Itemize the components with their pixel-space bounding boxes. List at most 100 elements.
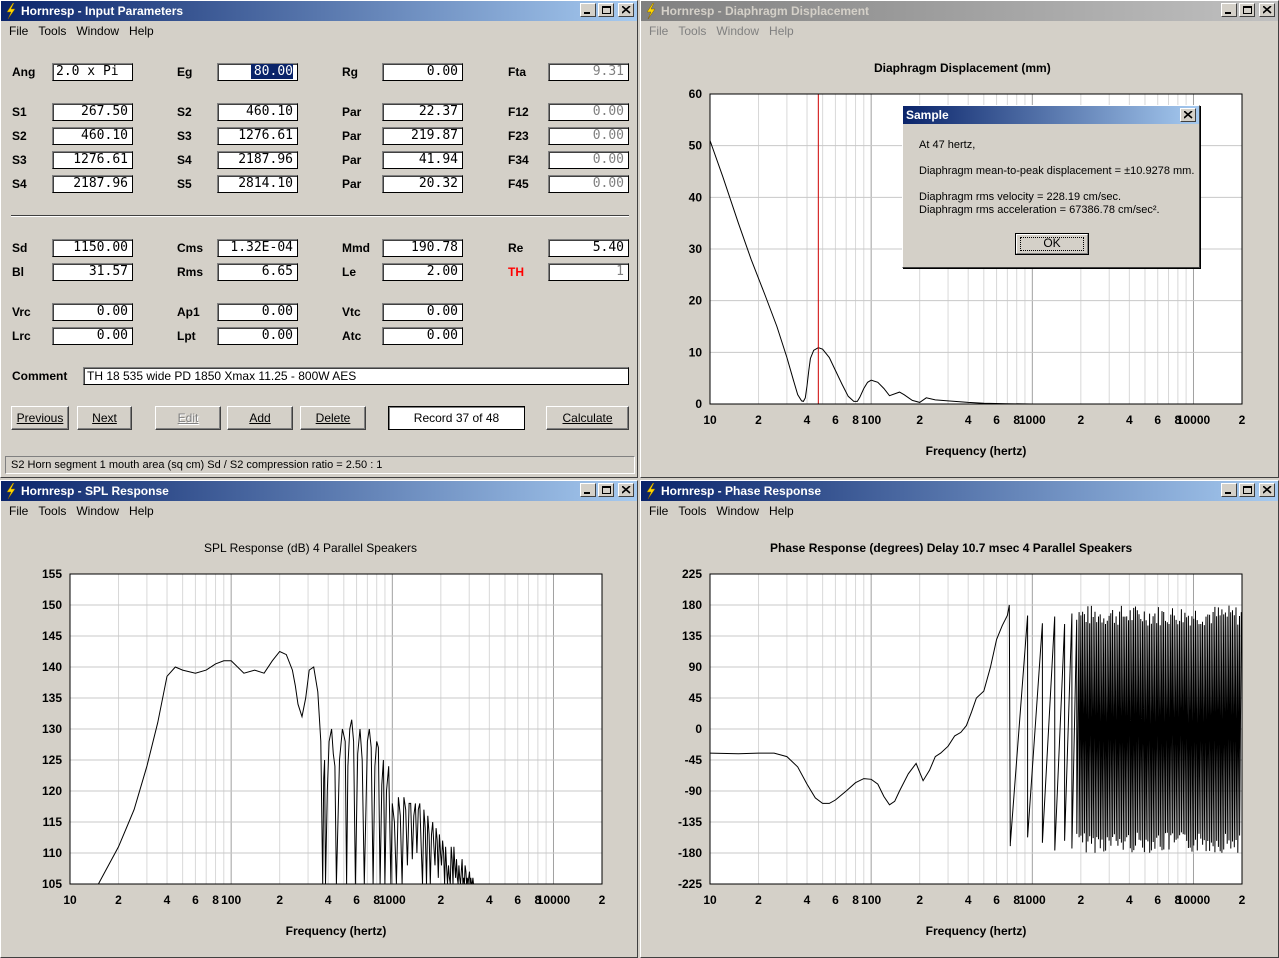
- delete-button[interactable]: Delete: [300, 406, 366, 430]
- param-field-s4[interactable]: 2187.96: [217, 151, 298, 169]
- param-field-mmd[interactable]: 190.78: [382, 239, 463, 257]
- param-field-par[interactable]: 22.37: [382, 103, 463, 121]
- param-field-f12[interactable]: 0.00: [548, 103, 629, 121]
- param-field-rg[interactable]: 0.00: [382, 63, 463, 81]
- minimize-button[interactable]: [1221, 483, 1237, 497]
- y-tick-label: -45: [685, 753, 703, 767]
- ok-button[interactable]: OK: [1015, 233, 1089, 255]
- delete-label: Delete: [315, 411, 351, 425]
- menu-tools[interactable]: Tools: [678, 24, 707, 38]
- next-button[interactable]: Next: [77, 406, 132, 430]
- menu-window[interactable]: Window: [716, 504, 760, 518]
- param-value: 1: [616, 264, 624, 279]
- param-field-par[interactable]: 219.87: [382, 127, 463, 145]
- x-tick-label: 2: [916, 413, 923, 427]
- param-field-bl[interactable]: 31.57: [52, 263, 133, 281]
- phase-window-titlebar[interactable]: Hornresp - Phase Response: [641, 481, 1278, 501]
- record-indicator: Record 37 of 48: [388, 406, 525, 430]
- dialog-line-acceleration: Diaphragm rms acceleration = 67386.78 cm…: [919, 204, 1160, 216]
- param-field-f23[interactable]: 0.00: [548, 127, 629, 145]
- minimize-button[interactable]: [580, 3, 596, 17]
- close-button[interactable]: [618, 3, 634, 17]
- menu-file[interactable]: File: [9, 24, 29, 38]
- param-field-sd[interactable]: 1150.00: [52, 239, 133, 257]
- minimize-button[interactable]: [1221, 3, 1237, 17]
- dialog-line-velocity: Diaphragm rms velocity = 228.19 cm/sec.: [919, 191, 1122, 203]
- minimize-button[interactable]: [580, 483, 596, 497]
- calculate-button[interactable]: Calculate: [546, 406, 629, 430]
- maximize-button[interactable]: [598, 3, 614, 17]
- param-field-le[interactable]: 2.00: [382, 263, 463, 281]
- param-field-eg[interactable]: 80.00: [217, 63, 298, 81]
- param-field-f34[interactable]: 0.00: [548, 151, 629, 169]
- menu-file[interactable]: File: [649, 504, 669, 518]
- previous-button[interactable]: Previous: [11, 406, 69, 430]
- param-field-lpt[interactable]: 0.00: [217, 327, 298, 345]
- maximize-button[interactable]: [598, 483, 614, 497]
- menu-tools[interactable]: Tools: [38, 504, 67, 518]
- param-label-atc: Atc: [342, 329, 362, 343]
- param-value: 0.00: [592, 152, 624, 167]
- maximize-button[interactable]: [1239, 483, 1255, 497]
- dialog-titlebar[interactable]: Sample: [903, 106, 1199, 124]
- y-tick-label: 225: [682, 567, 702, 581]
- comment-field[interactable]: TH 18 535 wide PD 1850 Xmax 11.25 - 800W…: [83, 367, 629, 385]
- menu-help[interactable]: Help: [769, 24, 794, 38]
- param-field-s3[interactable]: 1276.61: [217, 127, 298, 145]
- param-field-re[interactable]: 5.40: [548, 239, 629, 257]
- param-field-fta[interactable]: 9.31: [548, 63, 629, 81]
- param-field-rms[interactable]: 6.65: [217, 263, 298, 281]
- param-label-s2: S2: [177, 105, 192, 119]
- close-button[interactable]: [1259, 3, 1275, 17]
- param-field-th[interactable]: 1: [548, 263, 629, 281]
- param-field-s4[interactable]: 2187.96: [52, 175, 133, 193]
- close-button[interactable]: [1259, 483, 1275, 497]
- window-title: Hornresp - Diaphragm Displacement: [661, 4, 870, 18]
- menu-window[interactable]: Window: [76, 504, 120, 518]
- param-field-s2[interactable]: 460.10: [217, 103, 298, 121]
- add-button[interactable]: Add: [227, 406, 293, 430]
- param-field-par[interactable]: 20.32: [382, 175, 463, 193]
- menu-help[interactable]: Help: [129, 504, 154, 518]
- spl-window-titlebar[interactable]: Hornresp - SPL Response: [1, 481, 637, 501]
- menu-tools[interactable]: Tools: [38, 24, 67, 38]
- param-value: 2814.10: [238, 176, 293, 191]
- menu-file[interactable]: File: [649, 24, 669, 38]
- menu-help[interactable]: Help: [769, 504, 794, 518]
- param-field-cms[interactable]: 1.32E-04: [217, 239, 298, 257]
- param-field-f45[interactable]: 0.00: [548, 175, 629, 193]
- menu-help[interactable]: Help: [129, 24, 154, 38]
- param-value: 0.00: [592, 176, 624, 191]
- param-field-vrc[interactable]: 0.00: [52, 303, 133, 321]
- param-field-atc[interactable]: 0.00: [382, 327, 463, 345]
- dialog-close-button[interactable]: [1180, 108, 1196, 122]
- diaphragm-window-titlebar[interactable]: Hornresp - Diaphragm Displacement: [641, 1, 1278, 21]
- param-label-par: Par: [342, 105, 362, 119]
- chart-title: SPL Response (dB) 4 Parallel Speakers: [204, 541, 417, 555]
- plot-border: [69, 573, 603, 885]
- menu-window[interactable]: Window: [716, 24, 760, 38]
- param-field-s5[interactable]: 2814.10: [217, 175, 298, 193]
- x-tick-label: 100: [861, 893, 881, 907]
- param-field-par[interactable]: 41.94: [382, 151, 463, 169]
- edit-button[interactable]: Edit: [155, 406, 221, 430]
- menu-tools[interactable]: Tools: [678, 504, 707, 518]
- param-field-s1[interactable]: 267.50: [52, 103, 133, 121]
- close-button[interactable]: [618, 483, 634, 497]
- param-field-s3[interactable]: 1276.61: [52, 151, 133, 169]
- param-value: 0.00: [96, 328, 128, 343]
- input-window-titlebar[interactable]: Hornresp - Input Parameters: [1, 1, 637, 21]
- param-field-ap1[interactable]: 0.00: [217, 303, 298, 321]
- x-tick-label: 6: [192, 893, 199, 907]
- menu-file[interactable]: File: [9, 504, 29, 518]
- param-field-s2[interactable]: 460.10: [52, 127, 133, 145]
- menu-window[interactable]: Window: [76, 24, 120, 38]
- y-tick-label: 145: [42, 629, 62, 643]
- param-field-vtc[interactable]: 0.00: [382, 303, 463, 321]
- dialog-title: Sample: [906, 108, 949, 122]
- maximize-button[interactable]: [1239, 3, 1255, 17]
- param-field-ang[interactable]: 2.0 x Pi: [52, 63, 133, 81]
- param-field-lrc[interactable]: 0.00: [52, 327, 133, 345]
